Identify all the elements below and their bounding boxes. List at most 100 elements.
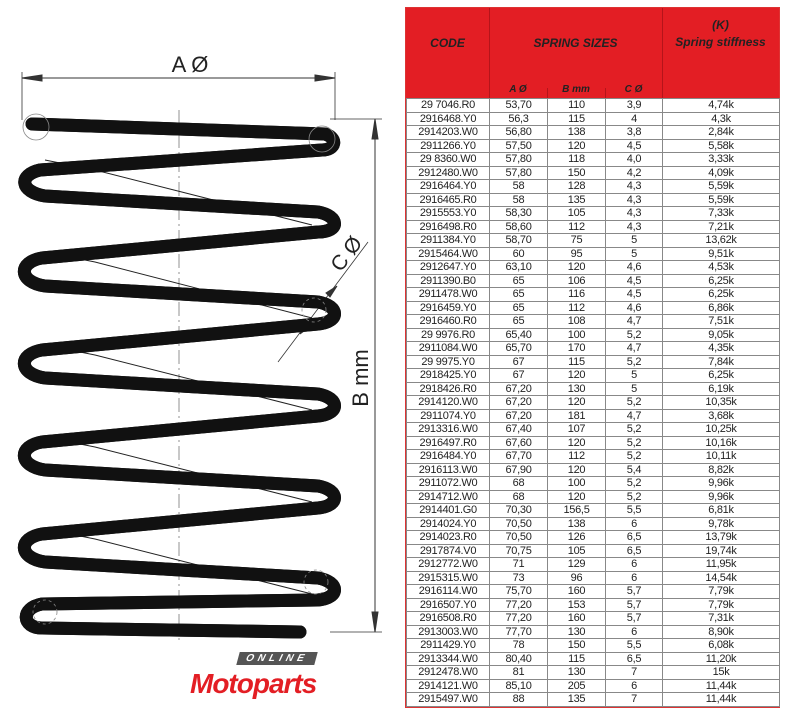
cell-b-length: 150 (547, 165, 606, 180)
cell-a-diameter: 58,30 (489, 206, 548, 221)
table-row: 2912772.W0 71 129 6 11,95k (406, 557, 780, 572)
cell-b-length: 116 (547, 287, 606, 302)
cell-a-diameter: 58 (489, 179, 548, 194)
cell-a-diameter: 71 (489, 557, 548, 572)
cell-b-length: 112 (547, 300, 606, 315)
cell-b-length: 138 (547, 125, 606, 140)
cell-stiffness: 11,44k (662, 678, 780, 693)
cell-stiffness: 9,96k (662, 476, 780, 491)
cell-b-length: 205 (547, 678, 606, 693)
cell-stiffness: 6,86k (662, 300, 780, 315)
table-row: 2911429.Y0 78 150 5,5 6,08k (406, 638, 780, 653)
table-row: 2915553.Y0 58,30 105 4,3 7,33k (406, 206, 780, 221)
cell-c-diameter: 4,3 (605, 206, 663, 221)
cell-b-length: 160 (547, 584, 606, 599)
table-row: 2914024.Y0 70,50 138 6 9,78k (406, 516, 780, 531)
cell-a-diameter: 67 (489, 368, 548, 383)
cell-c-diameter: 5,2 (605, 449, 663, 464)
spring-table-body: 29 7046.R0 53,70 110 3,9 4,74k 2916468.Y0 56,3… (406, 98, 780, 707)
cell-b-length: 120 (547, 489, 606, 504)
cell-stiffness: 7,33k (662, 206, 780, 221)
cell-stiffness: 5,59k (662, 179, 780, 194)
table-row: 2912647.Y0 63,10 120 4,6 4,53k (406, 260, 780, 275)
cell-c-diameter: 5,2 (605, 327, 663, 342)
spring-size-table: CODE SPRING SIZES (K) Spring stiffness A… (405, 7, 780, 708)
logo-online: ONLINE (236, 652, 318, 665)
table-row: 29 7046.R0 53,70 110 3,9 4,74k (406, 98, 780, 113)
cell-a-diameter: 65,40 (489, 327, 548, 342)
table-row: 2912478.W0 81 130 7 15k (406, 665, 780, 680)
cell-code: 2911266.Y0 (406, 138, 490, 153)
cell-stiffness: 7,31k (662, 611, 780, 626)
cell-stiffness: 13,79k (662, 530, 780, 545)
cell-code: 2911478.W0 (406, 287, 490, 302)
cell-code: 2914712.W0 (406, 489, 490, 504)
cell-c-diameter: 4,5 (605, 287, 663, 302)
cell-b-length: 120 (547, 138, 606, 153)
cell-a-diameter: 58 (489, 192, 548, 207)
table-row: 29 9975.Y0 67 115 5,2 7,84k (406, 354, 780, 369)
label-b: B mm (348, 349, 373, 406)
table-row: 2911074.Y0 67,20 181 4,7 3,68k (406, 408, 780, 423)
cell-b-length: 130 (547, 665, 606, 680)
table-row: 2914120.W0 67,20 120 5,2 10,35k (406, 395, 780, 410)
cell-stiffness: 6,19k (662, 381, 780, 396)
cell-code: 2912480.W0 (406, 165, 490, 180)
cell-a-diameter: 56,3 (489, 111, 548, 126)
cell-code: 2916465.R0 (406, 192, 490, 207)
cell-stiffness: 3,68k (662, 408, 780, 423)
cell-stiffness: 15k (662, 665, 780, 680)
table-row: 29 9976.R0 65,40 100 5,2 9,05k (406, 327, 780, 342)
table-row: 2915315.W0 73 96 6 14,54k (406, 570, 780, 585)
cell-code: 2912647.Y0 (406, 260, 490, 275)
cell-code: 2916460.R0 (406, 314, 490, 329)
cell-stiffness: 6,25k (662, 368, 780, 383)
cell-a-diameter: 73 (489, 570, 548, 585)
cell-b-length: 120 (547, 395, 606, 410)
cell-a-diameter: 77,20 (489, 597, 548, 612)
cell-code: 2916468.Y0 (406, 111, 490, 126)
cell-c-diameter: 5,2 (605, 489, 663, 504)
table-row: 2916508.R0 77,20 160 5,7 7,31k (406, 611, 780, 626)
table-row: 29 8360.W0 57,80 118 4,0 3,33k (406, 152, 780, 167)
header-a: A Ø (509, 84, 527, 95)
cell-code: 2918425.Y0 (406, 368, 490, 383)
cell-c-diameter: 5,2 (605, 435, 663, 450)
cell-code: 2911074.Y0 (406, 408, 490, 423)
cell-stiffness: 11,44k (662, 692, 780, 707)
cell-c-diameter: 4,7 (605, 314, 663, 329)
cell-stiffness: 11,95k (662, 557, 780, 572)
cell-a-diameter: 67 (489, 354, 548, 369)
cell-c-diameter: 5,5 (605, 638, 663, 653)
cell-b-length: 100 (547, 476, 606, 491)
table-row: 2916507.Y0 77,20 153 5,7 7,79k (406, 597, 780, 612)
cell-c-diameter: 4,6 (605, 260, 663, 275)
cell-c-diameter: 5,2 (605, 422, 663, 437)
cell-code: 2916459.Y0 (406, 300, 490, 315)
table-row: 2913344.W0 80,40 115 6,5 11,20k (406, 651, 780, 666)
cell-c-diameter: 7 (605, 665, 663, 680)
cell-b-length: 75 (547, 233, 606, 248)
cell-a-diameter: 81 (489, 665, 548, 680)
cell-stiffness: 10,16k (662, 435, 780, 450)
cell-b-length: 138 (547, 516, 606, 531)
cell-a-diameter: 68 (489, 489, 548, 504)
table-row: 2915497.W0 88 135 7 11,44k (406, 692, 780, 707)
cell-a-diameter: 57,80 (489, 165, 548, 180)
table-row: 2918426.R0 67,20 130 5 6,19k (406, 381, 780, 396)
cell-b-length: 112 (547, 219, 606, 234)
cell-b-length: 107 (547, 422, 606, 437)
cell-a-diameter: 70,30 (489, 503, 548, 518)
header-spring-sizes: SPRING SIZES (533, 36, 618, 50)
cell-c-diameter: 4,7 (605, 408, 663, 423)
dimension-b (330, 118, 382, 633)
table-row: 2913316.W0 67,40 107 5,2 10,25k (406, 422, 780, 437)
cell-b-length: 120 (547, 368, 606, 383)
table-row: 2914712.W0 68 120 5,2 9,96k (406, 489, 780, 504)
cell-stiffness: 7,79k (662, 597, 780, 612)
cell-code: 2911390.B0 (406, 273, 490, 288)
cell-c-diameter: 5,7 (605, 597, 663, 612)
header-code: CODE (430, 36, 465, 50)
cell-a-diameter: 67,20 (489, 395, 548, 410)
cell-a-diameter: 77,20 (489, 611, 548, 626)
